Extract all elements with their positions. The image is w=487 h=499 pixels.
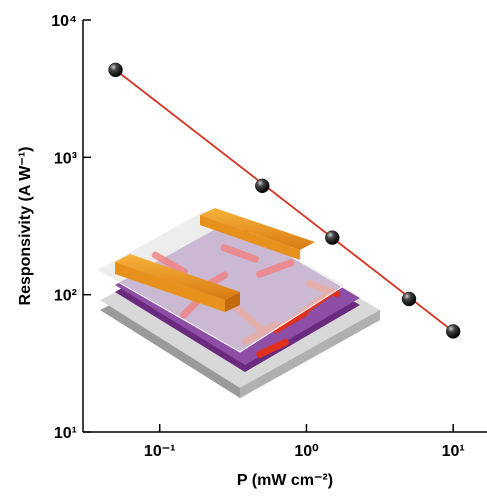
- y-axis-label: Responsivity (A W⁻¹): [17, 147, 34, 306]
- y-tick-label: 10¹: [54, 425, 77, 442]
- x-axis-label: P (mW cm⁻²): [237, 472, 333, 489]
- y-tick-label: 10⁴: [51, 13, 77, 30]
- data-point: [255, 179, 269, 193]
- x-tick-label: 10¹: [442, 443, 465, 460]
- y-tick-label: 10³: [54, 150, 77, 167]
- chart: P (mW cm⁻²) Responsivity (A W⁻¹) 10¹ 10² 1…: [0, 0, 487, 494]
- data-point: [109, 63, 123, 77]
- x-tick-label: 10⁰: [294, 443, 319, 460]
- x-tick-label: 10⁻¹: [144, 443, 176, 460]
- data-point: [325, 231, 339, 245]
- y-tick-label: 10²: [54, 288, 77, 305]
- data-point: [402, 292, 416, 306]
- data-point: [446, 324, 460, 338]
